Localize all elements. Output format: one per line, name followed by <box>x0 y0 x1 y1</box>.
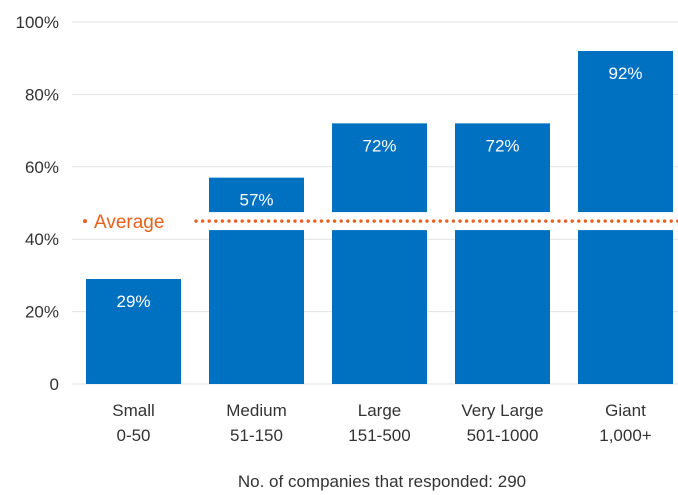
average-label: Average <box>94 212 164 233</box>
x-axis-title: No. of companies that responded: 290 <box>238 472 526 491</box>
bar-data-labels: 29% 57% 72% 72% 92% <box>116 64 642 311</box>
bar-data-label: 29% <box>116 292 150 311</box>
x-category-label: Medium 51-150 <box>226 401 286 445</box>
average-line-group: Average <box>80 212 678 233</box>
bar-data-label: 72% <box>485 136 519 155</box>
x-category-label: Large 151-500 <box>348 401 410 445</box>
y-tick-label: 0 <box>50 375 59 394</box>
x-category-label: Small 0-50 <box>112 401 155 445</box>
bar-data-label: 57% <box>239 191 273 210</box>
y-axis-tick-labels: 0 20% 40% 60% 80% 100% <box>16 13 59 394</box>
x-axis-category-labels: Small 0-50 Medium 51-150 Large 151-500 Very La… <box>112 401 652 445</box>
average-line-halo <box>80 212 678 231</box>
x-category-label: Very Large 501-1000 <box>461 401 543 445</box>
bar <box>209 177 304 384</box>
bar <box>86 279 181 384</box>
y-tick-label: 100% <box>16 13 59 32</box>
bar <box>455 123 550 385</box>
y-tick-label: 60% <box>25 158 59 177</box>
average-marker-dot <box>83 219 87 224</box>
bar-data-label: 92% <box>608 64 642 83</box>
bars <box>86 50 673 385</box>
bar <box>332 123 427 385</box>
x-category-label: Giant 1,000+ <box>599 401 652 445</box>
y-tick-label: 40% <box>25 230 59 249</box>
y-tick-label: 80% <box>25 85 59 104</box>
y-tick-label: 20% <box>25 303 59 322</box>
bar-data-label: 72% <box>362 136 396 155</box>
